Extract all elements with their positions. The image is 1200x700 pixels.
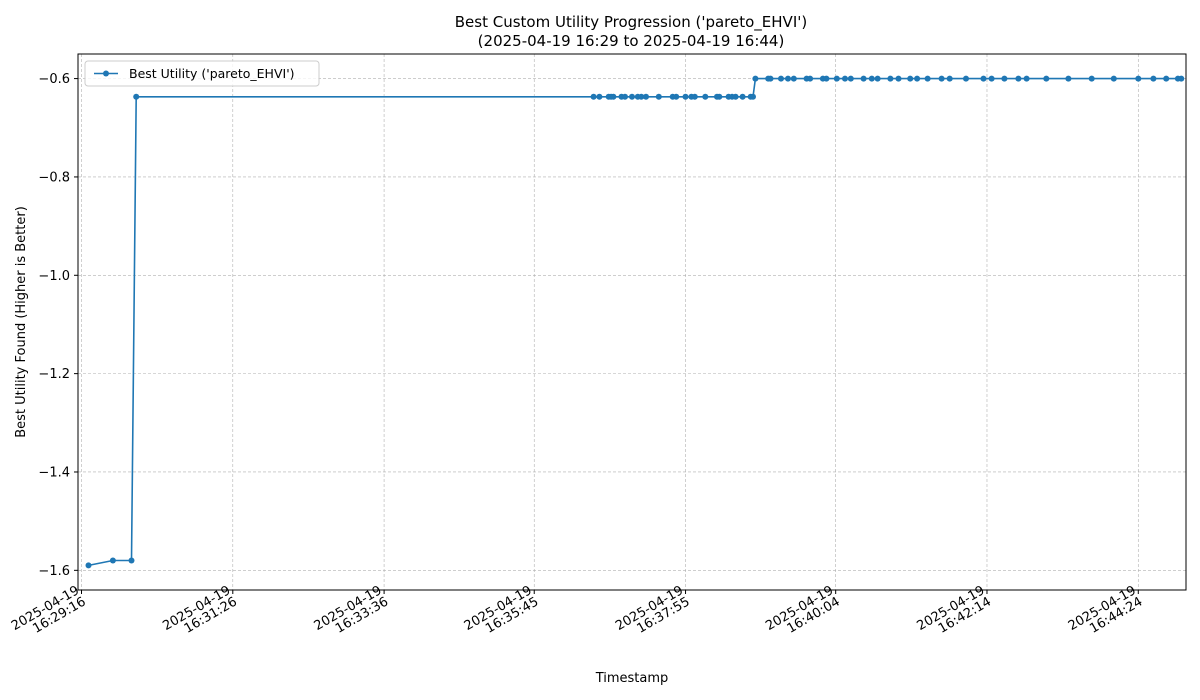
data-point [739,93,746,100]
y-tick-label: −1.6 [38,564,70,579]
data-point [868,75,875,82]
legend-entry-label: Best Utility ('pareto_EHVI') [129,66,295,81]
data-point [907,75,914,82]
data-point [946,75,953,82]
data-point [629,93,635,100]
data-point [1110,75,1117,82]
data-point [133,93,140,100]
data-point [860,75,867,82]
y-tick-label: −0.6 [38,72,70,87]
data-point [980,75,987,82]
data-point [622,93,628,100]
data-point [638,93,645,100]
x-axis-label: Timestamp [595,671,669,686]
data-point [655,93,662,100]
y-tick-label: −0.8 [38,170,70,185]
data-point [596,93,603,100]
data-point [1015,75,1022,82]
series-layer [85,75,1185,569]
data-point [847,75,854,82]
data-point [1163,75,1170,82]
data-point [682,93,689,100]
data-point [1088,75,1095,82]
data-point [590,93,597,100]
data-point [1043,75,1050,82]
chart-subtitle: (2025-04-19 16:29 to 2025-04-19 16:44) [478,32,785,50]
data-point [643,93,649,100]
data-point [778,75,784,82]
data-point [914,75,921,82]
data-point [732,93,739,100]
data-point [833,75,840,82]
data-point [716,93,723,100]
data-point [128,557,135,564]
chart-title: Best Custom Utility Progression ('pareto… [455,13,807,32]
grid [78,54,1186,590]
data-point [924,75,931,82]
data-point [1001,75,1008,82]
legend-marker-swatch [103,70,109,77]
data-point [673,93,680,100]
data-point [785,75,791,82]
data-point [767,75,774,82]
data-point [963,75,969,82]
y-tick-label: −1.4 [38,465,70,480]
y-tick-label: −1.0 [38,269,70,284]
plot-frame [77,53,1187,591]
data-point [610,93,617,100]
data-point [1150,75,1157,82]
y-tick-label: −1.2 [38,367,70,382]
data-point [1135,75,1142,82]
data-point [988,75,995,82]
data-point [842,75,848,82]
data-point [823,75,830,82]
data-point [1023,75,1030,82]
data-point [874,75,881,82]
data-point [752,75,759,82]
data-point [1065,75,1072,82]
y-axis-label: Best Utility Found (Higher is Better) [14,206,29,438]
data-point [691,93,698,100]
data-point [1178,75,1185,82]
data-point [887,75,894,82]
data-point [938,75,945,82]
data-point [702,93,709,100]
data-point [790,75,797,82]
legend-box [84,60,320,87]
data-point [85,562,92,569]
data-point [109,557,116,564]
data-point [807,75,814,82]
legend: Best Utility ('pareto_EHVI') [84,60,320,87]
data-point [895,75,902,82]
data-point [750,93,756,100]
